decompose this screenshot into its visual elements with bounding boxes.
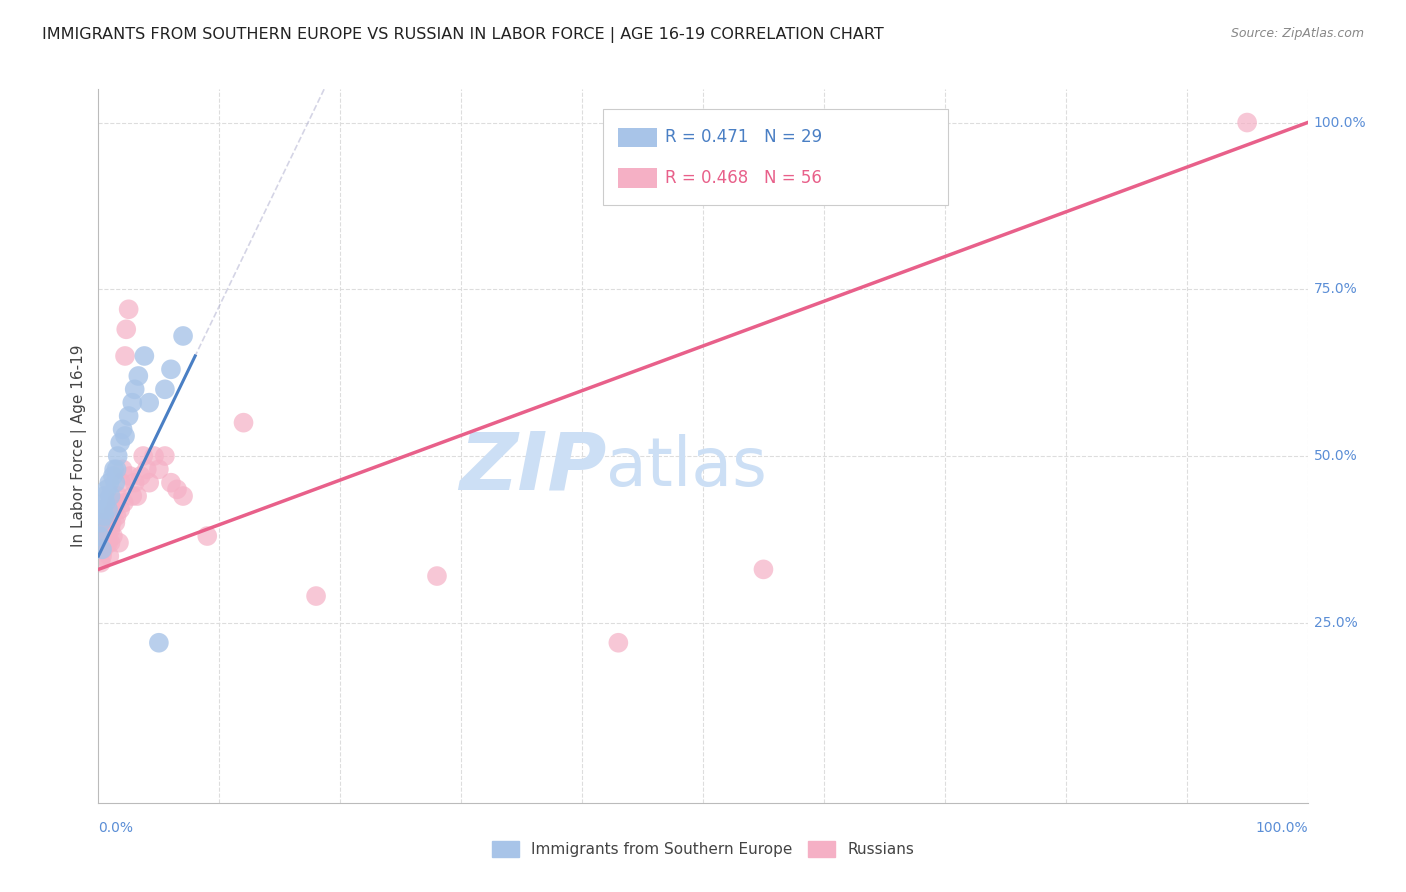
Point — [118, 302, 141, 317]
Point — [90, 535, 112, 549]
Point — [121, 489, 143, 503]
Point — [108, 535, 131, 549]
Point — [153, 449, 176, 463]
Text: 75.0%: 75.0% — [1313, 282, 1357, 296]
Point — [96, 483, 118, 497]
Point — [91, 522, 114, 536]
Point — [93, 489, 115, 503]
Point — [101, 469, 124, 483]
Point — [101, 529, 124, 543]
Point — [127, 368, 149, 383]
Point — [90, 556, 112, 570]
Point — [115, 322, 138, 336]
Point — [134, 349, 156, 363]
Point — [89, 542, 111, 557]
Point — [166, 483, 188, 497]
Point — [143, 449, 166, 463]
Text: atlas: atlas — [606, 434, 768, 500]
Point — [105, 462, 128, 476]
Point — [135, 462, 157, 476]
Point — [110, 475, 132, 490]
Point — [89, 529, 111, 543]
Text: 0.0%: 0.0% — [98, 821, 134, 835]
Point — [153, 382, 176, 396]
Point — [112, 496, 135, 510]
Point — [98, 549, 121, 563]
Point — [108, 435, 131, 450]
Legend: Immigrants from Southern Europe, Russians: Immigrants from Southern Europe, Russian… — [485, 835, 921, 863]
Text: R = 0.471   N = 29: R = 0.471 N = 29 — [665, 128, 823, 146]
Point — [138, 395, 160, 409]
Text: IMMIGRANTS FROM SOUTHERN EUROPE VS RUSSIAN IN LABOR FORCE | AGE 16-19 CORRELATIO: IMMIGRANTS FROM SOUTHERN EUROPE VS RUSSI… — [42, 27, 884, 43]
Point — [91, 529, 114, 543]
Text: 25.0%: 25.0% — [1313, 615, 1357, 630]
Point — [105, 496, 128, 510]
Point — [105, 509, 128, 524]
Point — [94, 535, 117, 549]
Point — [93, 509, 115, 524]
Point — [232, 416, 254, 430]
Point — [91, 502, 114, 516]
Point — [104, 516, 127, 530]
Point — [127, 489, 149, 503]
Point — [103, 462, 125, 476]
Text: 100.0%: 100.0% — [1313, 116, 1367, 129]
Point — [195, 529, 218, 543]
Point — [107, 449, 129, 463]
Y-axis label: In Labor Force | Age 16-19: In Labor Force | Age 16-19 — [72, 344, 87, 548]
Text: 50.0%: 50.0% — [1313, 449, 1357, 463]
Point — [107, 489, 129, 503]
Point — [103, 502, 125, 516]
Point — [97, 535, 120, 549]
Point — [100, 516, 122, 530]
Point — [94, 496, 117, 510]
Point — [91, 549, 114, 563]
Text: 100.0%: 100.0% — [1256, 821, 1308, 835]
Point — [426, 569, 449, 583]
Point — [114, 429, 136, 443]
Point — [172, 329, 194, 343]
Point — [93, 535, 115, 549]
Text: R = 0.468   N = 56: R = 0.468 N = 56 — [665, 169, 823, 187]
Point — [98, 475, 121, 490]
Point — [1236, 115, 1258, 129]
Point — [752, 562, 775, 576]
Point — [91, 542, 114, 557]
Point — [124, 382, 146, 396]
Point — [90, 516, 112, 530]
Point — [129, 469, 152, 483]
Point — [160, 475, 183, 490]
Point — [97, 522, 120, 536]
Point — [138, 475, 160, 490]
Point — [108, 502, 131, 516]
Point — [607, 636, 630, 650]
Point — [93, 516, 115, 530]
Point — [96, 529, 118, 543]
Point — [111, 422, 134, 436]
Point — [100, 522, 122, 536]
Point — [100, 489, 122, 503]
Point — [124, 475, 146, 490]
Point — [111, 462, 134, 476]
Point — [94, 522, 117, 536]
Point — [118, 409, 141, 423]
Point — [96, 516, 118, 530]
Point — [148, 462, 170, 476]
Text: ZIP: ZIP — [458, 428, 606, 507]
Point — [172, 489, 194, 503]
Point — [118, 469, 141, 483]
Text: Source: ZipAtlas.com: Source: ZipAtlas.com — [1230, 27, 1364, 40]
Point — [97, 502, 120, 516]
Point — [121, 395, 143, 409]
Point — [114, 349, 136, 363]
Point — [100, 535, 122, 549]
Point — [148, 636, 170, 650]
Point — [89, 529, 111, 543]
Point — [160, 362, 183, 376]
Point — [91, 542, 114, 557]
Point — [98, 509, 121, 524]
Point — [132, 449, 155, 463]
Point — [104, 475, 127, 490]
Point — [305, 589, 328, 603]
